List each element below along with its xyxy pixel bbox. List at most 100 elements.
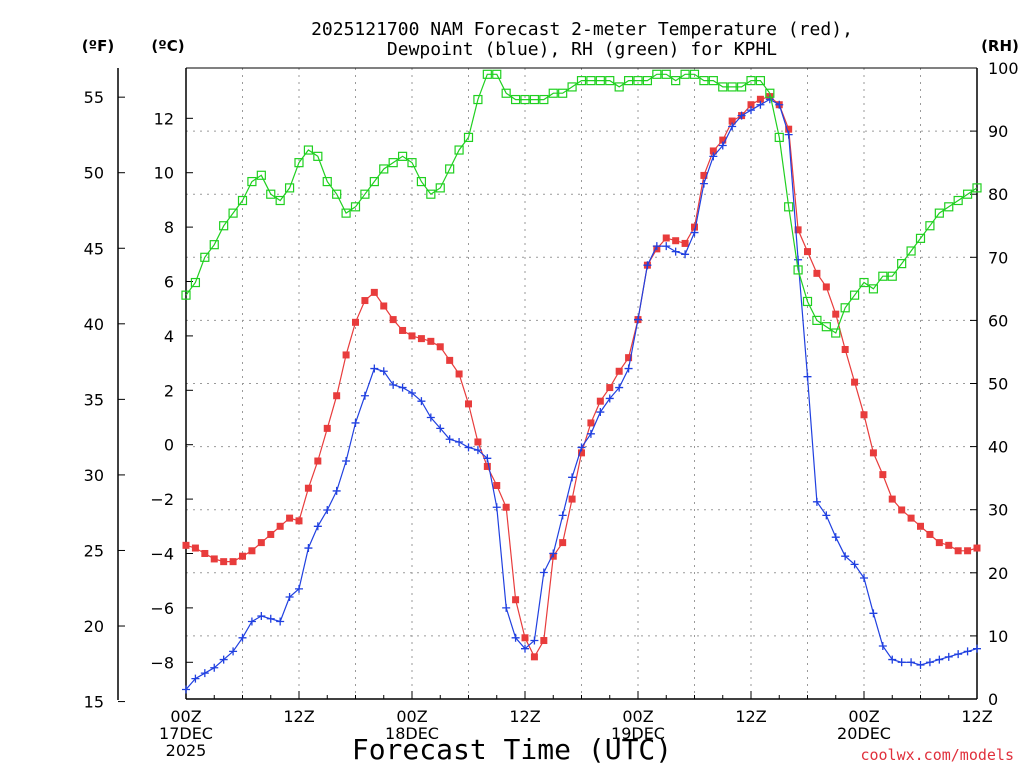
temperature-point	[681, 239, 689, 247]
dewpoint-point	[869, 609, 878, 618]
temperature-point	[587, 419, 595, 427]
rh-point	[426, 189, 436, 199]
temperature-point	[841, 346, 849, 354]
rh-point	[802, 296, 813, 307]
fahrenheit-tick-label: 35	[84, 390, 104, 409]
chart-title-line1: 2025121700 NAM Forecast 2-meter Temperat…	[311, 19, 853, 40]
rh-tick-label: 80	[988, 185, 1008, 204]
temperature-point	[389, 316, 397, 324]
temperature-point	[606, 384, 614, 392]
rh-point	[614, 82, 624, 92]
credit-text: coolwx.com/models	[860, 746, 1014, 764]
temperature-point	[973, 544, 981, 552]
temperature-point	[822, 283, 830, 291]
rh-point	[360, 189, 370, 199]
dewpoint-point	[681, 250, 690, 259]
rh-point	[190, 277, 201, 288]
rh-point	[228, 208, 238, 218]
rh-point	[454, 145, 464, 155]
rh-point	[209, 240, 219, 250]
temperature-point	[964, 547, 972, 555]
rh-series	[181, 69, 982, 338]
dewpoint-point	[417, 397, 426, 406]
temperature-point	[625, 354, 633, 362]
dewpoint-point	[549, 549, 558, 558]
rh-point	[727, 82, 737, 92]
temperature-point	[926, 530, 934, 538]
rh-tick-label: 0	[988, 690, 998, 709]
rh-point	[284, 183, 295, 193]
rh-point	[501, 88, 511, 98]
rh-point	[379, 164, 389, 174]
rh-point	[642, 76, 653, 86]
dewpoint-point	[615, 383, 624, 392]
temperature-point	[813, 269, 821, 277]
celsius-tick-label: −2	[150, 490, 174, 509]
temperature-point	[691, 223, 698, 231]
temperature-point	[276, 522, 284, 530]
temperature-point	[304, 484, 312, 492]
rh-tick-label: 20	[988, 564, 1008, 583]
temperature-point	[201, 549, 209, 557]
rh-point	[482, 69, 492, 79]
rh-tick-label: 100	[988, 59, 1019, 78]
dewpoint-point	[342, 457, 351, 466]
rh-point	[812, 315, 822, 325]
rh-point	[275, 195, 285, 206]
time-tick-label: 12Z	[509, 707, 540, 726]
dewpoint-point	[464, 443, 473, 452]
temperature-point	[521, 634, 529, 642]
dewpoint-point	[379, 367, 388, 376]
dewpoint-point	[944, 652, 953, 661]
temperature-point	[540, 637, 548, 645]
dewpoint-point	[577, 443, 586, 452]
dewpoint-point	[295, 584, 303, 593]
rh-point	[200, 252, 210, 262]
rh-point	[934, 208, 944, 218]
dewpoint-point	[756, 100, 765, 109]
temperature-point	[851, 378, 859, 386]
dewpoint-point	[200, 669, 209, 678]
dewpoint-point	[935, 655, 944, 664]
rh-point	[708, 76, 718, 86]
temperature-point	[719, 136, 727, 144]
rh-point	[746, 76, 756, 86]
dewpoint-point	[483, 454, 492, 463]
rh-point	[416, 176, 427, 187]
rh-point	[558, 88, 568, 98]
rh-point	[868, 284, 879, 294]
rh-point	[962, 189, 973, 199]
dewpoint-point	[389, 380, 398, 389]
rh-point	[181, 290, 191, 300]
rh-point	[906, 246, 916, 256]
dewpoint-point	[878, 641, 887, 650]
rh-point	[520, 94, 530, 105]
rh-point	[915, 233, 926, 243]
time-tick-label: 17DEC	[159, 724, 213, 743]
dewpoint-point	[229, 647, 238, 656]
temperature-point	[248, 547, 256, 555]
temperature-point	[917, 522, 924, 530]
temperature-point	[832, 310, 840, 318]
temperature-point	[615, 367, 623, 375]
temperature-point	[239, 552, 246, 560]
dewpoint-point	[690, 228, 699, 237]
dewpoint-point	[775, 100, 784, 109]
rh-point	[821, 322, 831, 332]
temperature-point	[559, 539, 567, 547]
time-tick-label: 12Z	[735, 707, 766, 726]
rh-point	[595, 76, 605, 86]
temperature-point	[530, 653, 538, 661]
fahrenheit-tick-label: 25	[84, 541, 104, 560]
dewpoint-point	[897, 658, 906, 667]
temperature-point	[794, 226, 802, 234]
rh-line	[185, 73, 978, 334]
dewpoint-point	[916, 661, 925, 670]
rh-point	[633, 76, 643, 86]
celsius-tick-label: 12	[154, 109, 174, 128]
dewpoint-point	[502, 603, 511, 612]
rh-point	[661, 69, 671, 79]
rh-tick-label: 30	[988, 501, 1008, 520]
temperature-point	[427, 337, 435, 345]
dewpoint-point	[285, 593, 294, 602]
